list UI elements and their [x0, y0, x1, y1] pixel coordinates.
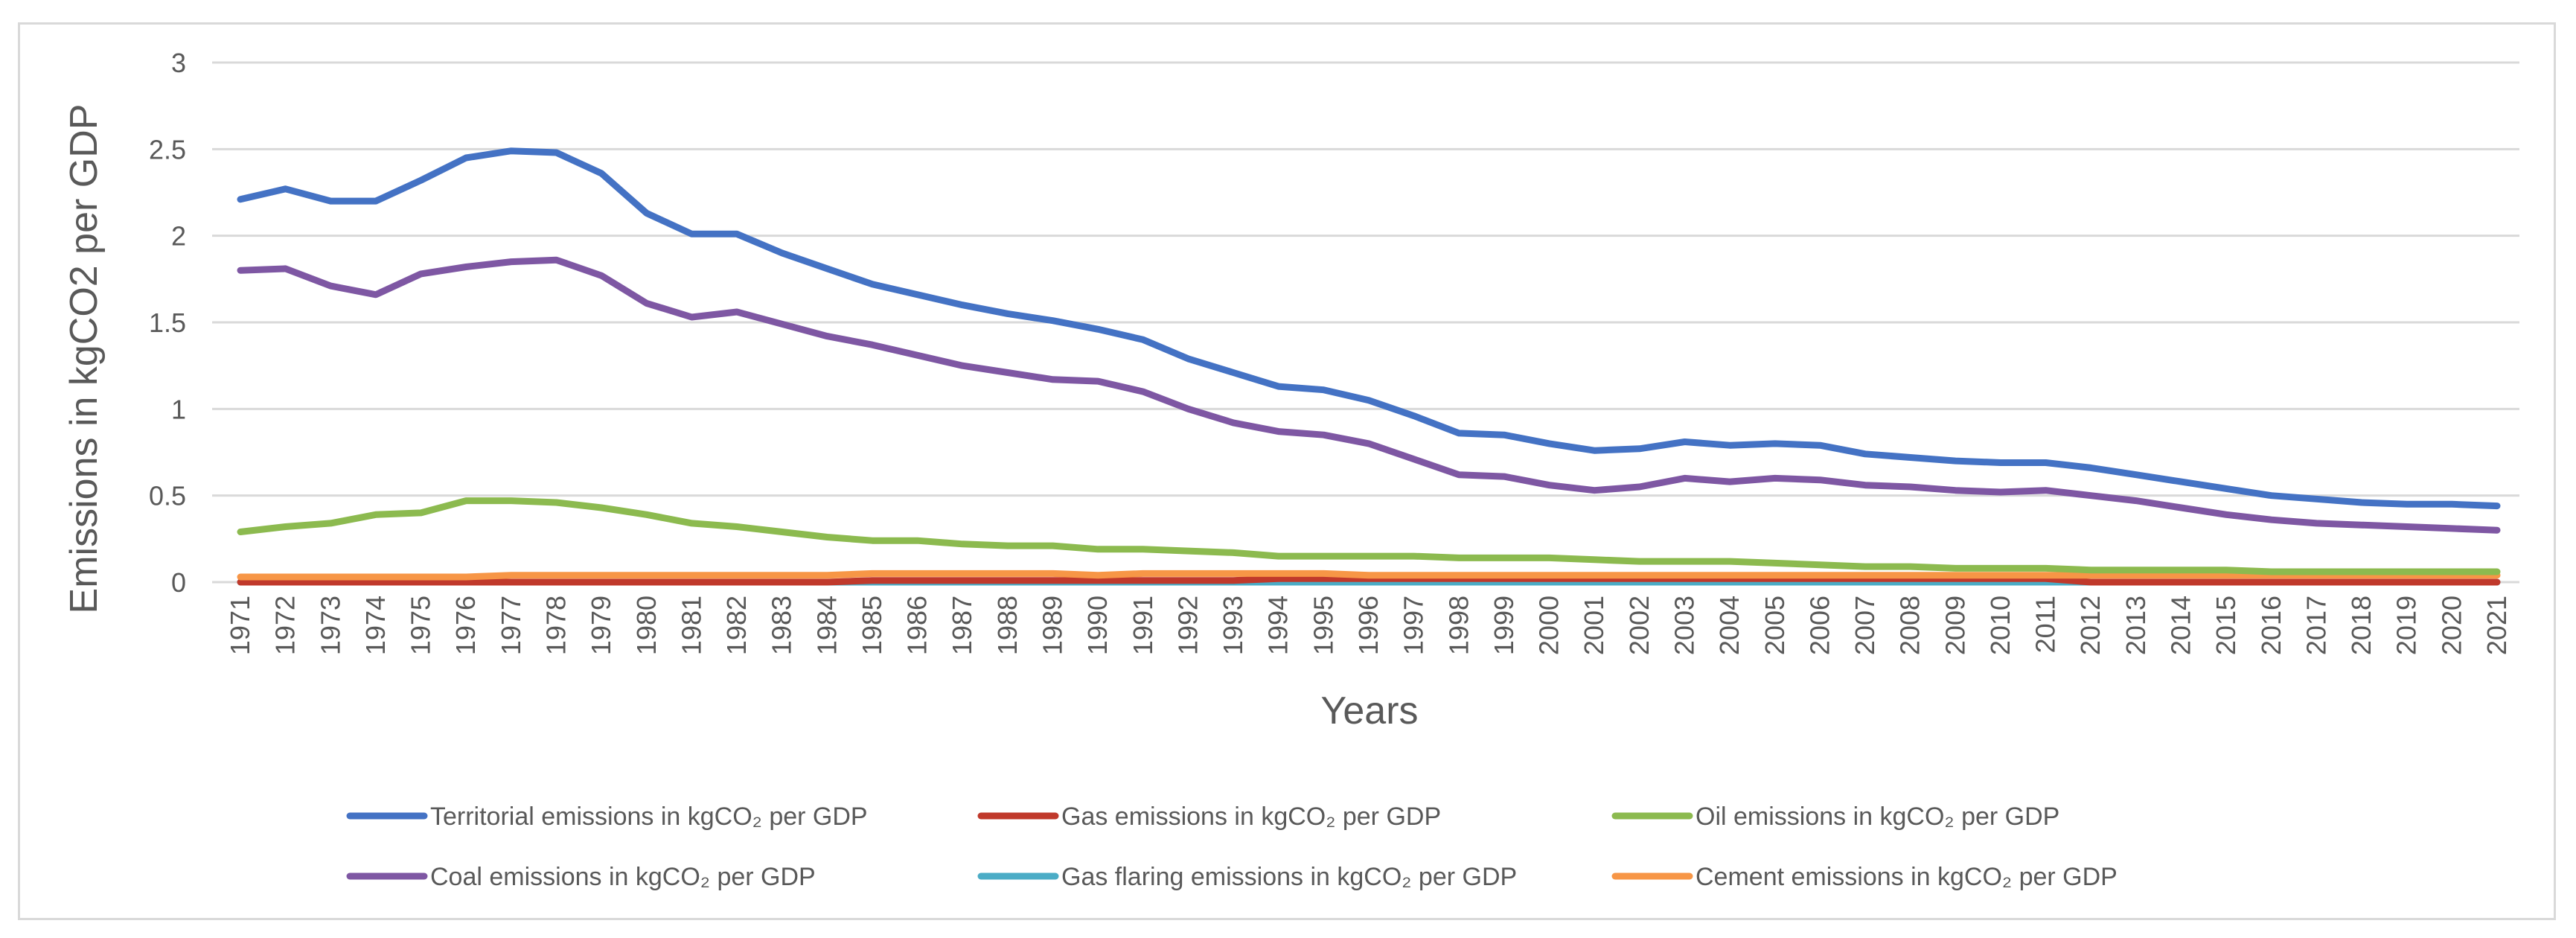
- legend-item: Oil emissions in kgCO₂ per GDP: [1611, 803, 2059, 831]
- x-tick-label: 2009: [1940, 596, 1970, 655]
- x-tick-label: 2013: [2120, 596, 2151, 655]
- y-tick-label: 3: [171, 48, 186, 78]
- series-line-cement: [237, 570, 2501, 581]
- legend-label: Coal emissions in kgCO₂ per GDP: [430, 863, 816, 891]
- legend-label: Territorial emissions in kgCO₂ per GDP: [430, 803, 868, 831]
- x-tick-label: 1983: [767, 596, 797, 655]
- y-tick-label: 2: [171, 221, 186, 252]
- legend-item: Cement emissions in kgCO₂ per GDP: [1611, 863, 2118, 891]
- x-tick-label: 1991: [1128, 596, 1158, 655]
- legend-item: Gas emissions in kgCO₂ per GDP: [977, 803, 1441, 831]
- x-tick-label: 1979: [586, 596, 616, 655]
- x-tick-label: 2014: [2166, 596, 2196, 655]
- x-tick-label: 2008: [1895, 596, 1925, 655]
- series-line-gas: [237, 575, 2501, 586]
- y-tick-label: 0.5: [149, 481, 186, 511]
- x-tick-label: 2017: [2301, 596, 2331, 655]
- x-axis-ticks: 1971 1972 1973 1974 1975 1976 1977 1978 1979 1980…: [225, 596, 2512, 655]
- x-tick-label: 2019: [2391, 596, 2422, 655]
- x-tick-label: 1978: [540, 596, 571, 655]
- x-tick-label: 1989: [1038, 596, 1068, 655]
- legend: Territorial emissions in kgCO₂ per GDP Ga…: [346, 803, 2118, 891]
- legend-label: Gas flaring emissions in kgCO₂ per GDP: [1061, 863, 1517, 891]
- x-tick-label: 1980: [631, 596, 662, 655]
- x-tick-label: 1990: [1082, 596, 1113, 655]
- x-tick-label: 1994: [1263, 596, 1294, 655]
- y-tick-label: 1.5: [149, 307, 186, 338]
- series-line-oil: [237, 497, 2501, 575]
- x-tick-label: 1973: [315, 596, 345, 655]
- legend-label: Cement emissions in kgCO₂ per GDP: [1696, 863, 2118, 891]
- x-tick-label: 2021: [2481, 596, 2512, 655]
- x-tick-label: 1987: [947, 596, 977, 655]
- x-tick-label: 2010: [1985, 596, 2016, 655]
- legend-label: Oil emissions in kgCO₂ per GDP: [1696, 803, 2059, 831]
- x-tick-label: 1974: [360, 596, 391, 655]
- x-tick-label: 1981: [676, 596, 706, 655]
- x-tick-label: 2000: [1534, 596, 1565, 655]
- x-tick-label: 2001: [1579, 596, 1609, 655]
- y-tick-label: 0: [171, 567, 186, 598]
- x-axis-title: Years: [1320, 689, 1418, 733]
- series-line-coal: [237, 256, 2501, 534]
- y-tick-label: 2.5: [149, 134, 186, 165]
- x-tick-label: 1992: [1172, 596, 1203, 655]
- x-tick-label: 1995: [1308, 596, 1338, 655]
- x-tick-label: 2002: [1624, 596, 1655, 655]
- x-tick-label: 2007: [1850, 596, 1880, 655]
- y-tick-label: 1: [171, 394, 186, 424]
- x-tick-label: 1986: [902, 596, 933, 655]
- legend-item: Coal emissions in kgCO₂ per GDP: [346, 863, 816, 891]
- x-tick-label: 1985: [857, 596, 887, 655]
- legend-item: Gas flaring emissions in kgCO₂ per GDP: [977, 863, 1517, 891]
- x-tick-label: 1975: [406, 596, 436, 655]
- x-tick-label: 1998: [1443, 596, 1474, 655]
- series-line-territorial: [237, 147, 2501, 510]
- x-tick-label: 2020: [2436, 596, 2467, 655]
- x-tick-label: 1976: [450, 596, 481, 655]
- series-lines: [237, 147, 2501, 586]
- x-tick-label: 1988: [992, 596, 1023, 655]
- x-tick-label: 2006: [1804, 596, 1835, 655]
- x-tick-label: 2011: [2030, 596, 2061, 653]
- x-tick-label: 2004: [1714, 596, 1745, 655]
- x-tick-label: 1971: [225, 596, 255, 655]
- legend-item: Territorial emissions in kgCO₂ per GDP: [346, 803, 868, 831]
- x-tick-label: 2016: [2256, 596, 2286, 655]
- x-tick-label: 1972: [270, 596, 301, 655]
- x-tick-label: 1982: [721, 596, 752, 655]
- x-tick-label: 2003: [1669, 596, 1699, 655]
- y-axis-ticks: 0 0.5 1 1.5 2 2.5 3: [149, 48, 186, 598]
- x-tick-label: 2012: [2075, 596, 2106, 655]
- x-tick-label: 1996: [1353, 596, 1384, 655]
- x-tick-label: 1993: [1218, 596, 1248, 655]
- x-tick-label: 2015: [2211, 596, 2241, 655]
- x-tick-label: 1997: [1399, 596, 1429, 655]
- y-axis-title: Emissions in kgCO2 per GDP: [63, 104, 106, 614]
- x-tick-label: 2005: [1760, 596, 1790, 655]
- x-tick-label: 2018: [2346, 596, 2377, 655]
- legend-label: Gas emissions in kgCO₂ per GDP: [1061, 803, 1441, 831]
- x-tick-label: 1977: [496, 596, 526, 655]
- x-tick-label: 1984: [811, 596, 842, 655]
- x-tick-label: 1999: [1489, 596, 1519, 655]
